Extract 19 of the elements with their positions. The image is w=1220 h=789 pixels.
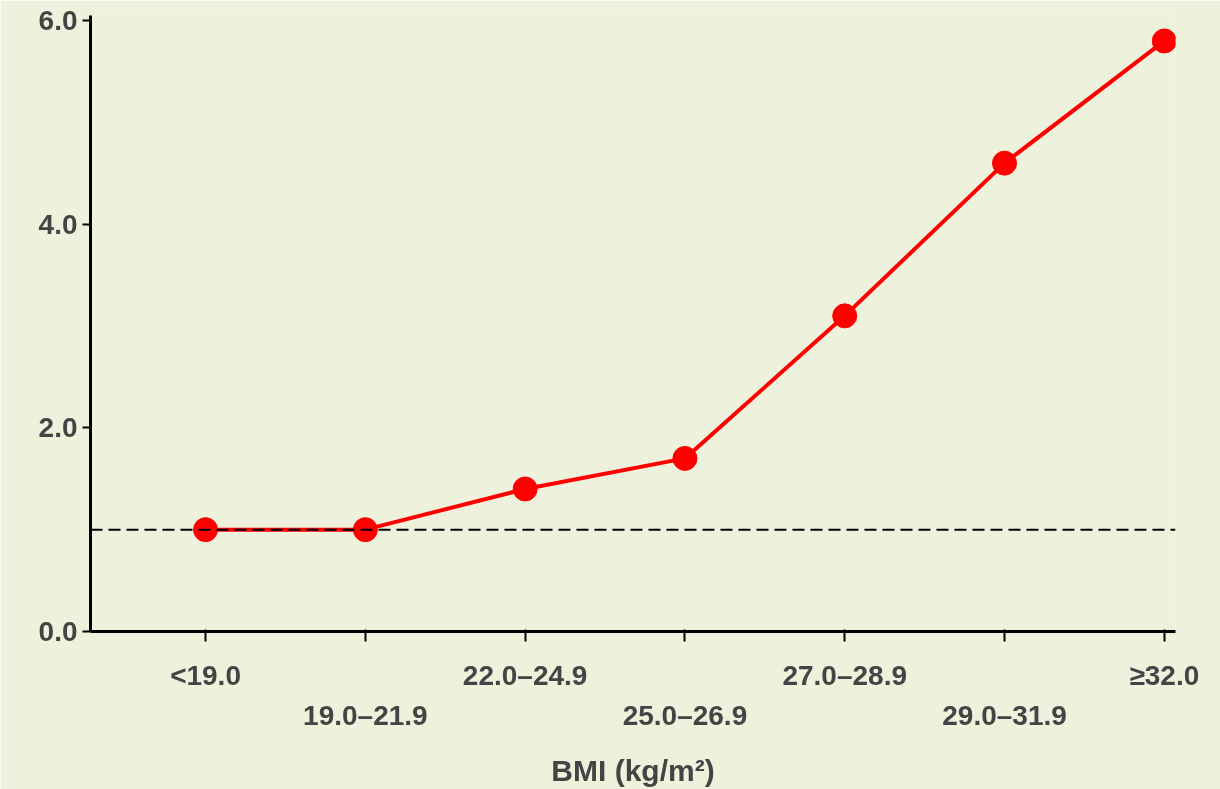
point bbox=[992, 150, 1018, 176]
point bbox=[1151, 28, 1176, 54]
x-tick-label: <19.0 bbox=[170, 659, 241, 691]
y-tick-label: 2.0 bbox=[38, 412, 78, 444]
x-tick-label: 29.0–31.9 bbox=[942, 699, 1067, 731]
x-tick-label: 22.0–24.9 bbox=[462, 659, 588, 691]
x-axis-title: BMI (kg/m²) bbox=[551, 753, 715, 787]
y-tick-label: 6.0 bbox=[38, 5, 78, 37]
y-tick-label: 0.0 bbox=[38, 616, 78, 647]
x-tick-label: 27.0–28.9 bbox=[782, 659, 908, 691]
point bbox=[193, 517, 219, 543]
x-tick-label: 19.0–21.9 bbox=[303, 699, 428, 731]
point bbox=[512, 476, 538, 502]
x-tick-label: 25.0–26.9 bbox=[622, 699, 748, 731]
point bbox=[832, 303, 858, 329]
point bbox=[352, 517, 378, 543]
point bbox=[672, 445, 698, 471]
x-tick-label: ≥32.0 bbox=[1129, 659, 1200, 691]
y-tick-label: 4.0 bbox=[38, 208, 78, 240]
